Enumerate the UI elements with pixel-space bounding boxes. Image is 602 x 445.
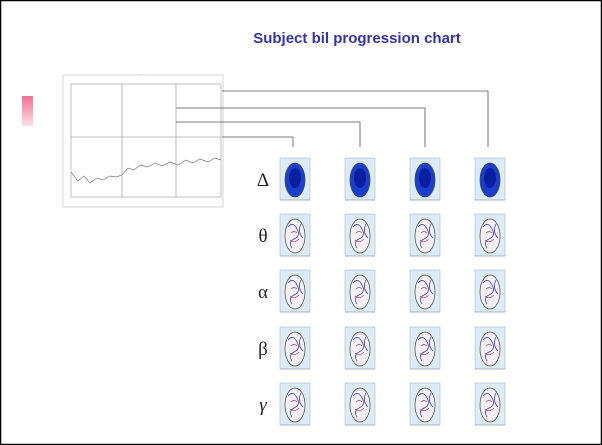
contours <box>289 231 300 243</box>
brain-map <box>474 269 506 313</box>
head-outline <box>284 274 306 310</box>
contours <box>484 287 495 299</box>
contours <box>419 231 430 243</box>
brain-map <box>344 326 376 370</box>
contours <box>419 287 430 299</box>
activation <box>289 168 301 188</box>
mini-chart: ··· <box>62 74 224 208</box>
brain-map <box>279 213 311 257</box>
brain-map <box>279 157 311 201</box>
head-outline <box>479 274 501 310</box>
contours <box>287 336 304 362</box>
contours <box>354 287 365 299</box>
brain-map <box>409 382 441 426</box>
brain-map <box>279 269 311 313</box>
contours <box>352 336 369 362</box>
head-outline <box>284 218 306 254</box>
head-outline <box>414 387 436 423</box>
contours <box>484 400 495 412</box>
row-label: β <box>258 339 268 360</box>
head-outline <box>479 331 501 367</box>
brain-map <box>409 269 441 313</box>
contours <box>417 392 434 418</box>
brain-map <box>409 326 441 370</box>
contours <box>419 400 430 412</box>
head-outline <box>479 387 501 423</box>
contours <box>354 344 365 356</box>
activation <box>419 168 431 188</box>
contours <box>289 400 300 412</box>
contours <box>482 223 499 249</box>
contours <box>287 392 304 418</box>
head-outline <box>414 331 436 367</box>
decoration <box>22 96 33 126</box>
head-outline <box>414 274 436 310</box>
brain-map <box>409 157 441 201</box>
row-label: γ <box>259 395 267 416</box>
row-label: Δ <box>257 170 269 191</box>
contours <box>482 279 499 305</box>
head-outline <box>349 331 371 367</box>
contours <box>417 279 434 305</box>
contours <box>419 344 430 356</box>
brain-map <box>279 382 311 426</box>
head-outline <box>479 218 501 254</box>
contours <box>352 223 369 249</box>
brain-map <box>474 157 506 201</box>
brain-map <box>344 213 376 257</box>
head-outline <box>349 387 371 423</box>
brain-map <box>409 213 441 257</box>
brain-map <box>344 269 376 313</box>
brain-map <box>279 326 311 370</box>
head-outline <box>414 218 436 254</box>
activation <box>484 168 496 188</box>
brain-map <box>344 157 376 201</box>
contours <box>482 392 499 418</box>
contours <box>289 287 300 299</box>
contours <box>287 279 304 305</box>
contours <box>482 336 499 362</box>
row-label: α <box>258 282 268 303</box>
contours <box>417 336 434 362</box>
head-outline <box>284 331 306 367</box>
head-outline <box>349 218 371 254</box>
slide-title: Subject bil progression chart <box>253 30 461 47</box>
brain-map <box>344 382 376 426</box>
svg-text:···: ··· <box>142 77 145 81</box>
row-label: θ <box>258 226 267 247</box>
connectors <box>176 90 489 147</box>
contours <box>352 392 369 418</box>
brain-map <box>474 326 506 370</box>
brain-map <box>474 382 506 426</box>
head-outline <box>284 387 306 423</box>
brain-map-grid: Δθ α β γ <box>257 157 506 426</box>
contours <box>417 223 434 249</box>
activation <box>354 168 366 188</box>
head-outline <box>349 274 371 310</box>
contours <box>352 279 369 305</box>
contours <box>354 400 365 412</box>
brain-map <box>474 213 506 257</box>
contours <box>354 231 365 243</box>
contours <box>484 344 495 356</box>
contours <box>484 231 495 243</box>
contours <box>289 344 300 356</box>
contours <box>287 223 304 249</box>
